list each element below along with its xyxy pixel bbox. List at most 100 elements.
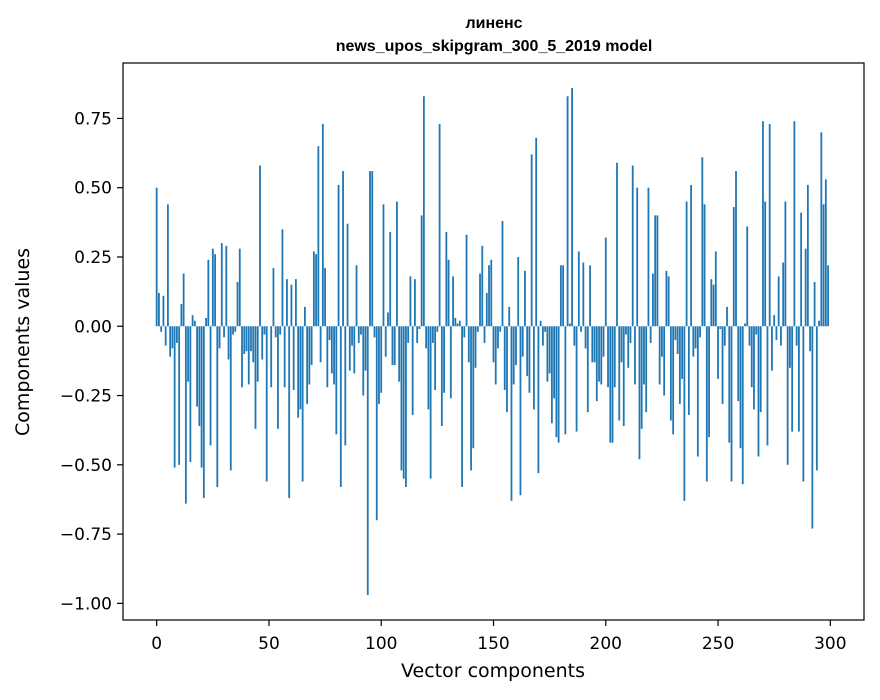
bar-186 [573, 326, 575, 345]
bar-189 [580, 326, 582, 332]
bar-34 [232, 326, 234, 334]
chart-title-line2: news_upos_skipgram_300_5_2019 model [336, 38, 653, 55]
x-tick-label-0: 0 [151, 634, 162, 654]
bar-119 [423, 96, 425, 326]
bar-238 [690, 185, 692, 326]
bar-290 [807, 185, 809, 326]
bar-216 [641, 326, 643, 429]
bar-184 [569, 323, 571, 326]
bar-233 [679, 326, 681, 404]
y-tick-label-0: 0.75 [74, 109, 112, 129]
bar-149 [490, 260, 492, 327]
bar-1 [158, 293, 160, 326]
bar-115 [414, 279, 416, 326]
bar-293 [814, 282, 816, 326]
bar-77 [329, 326, 331, 340]
bar-142 [475, 326, 477, 368]
bar-173 [544, 326, 546, 332]
bar-24 [210, 326, 212, 445]
bar-287 [800, 213, 802, 327]
bar-175 [549, 326, 551, 373]
bar-16 [192, 315, 194, 326]
bar-151 [495, 326, 497, 384]
bar-227 [666, 271, 668, 326]
bar-262 [744, 323, 746, 326]
bar-39 [243, 326, 245, 354]
bar-70 [313, 251, 315, 326]
bar-181 [562, 265, 564, 326]
bar-256 [731, 326, 733, 481]
bar-261 [742, 326, 744, 484]
bar-3 [163, 296, 165, 326]
bar-166 [529, 326, 531, 393]
bar-68 [308, 326, 310, 384]
bar-51 [270, 326, 272, 387]
bar-78 [331, 326, 333, 373]
bar-258 [735, 171, 737, 326]
bar-9 [176, 326, 178, 343]
bar-109 [401, 326, 403, 470]
bar-228 [668, 276, 670, 326]
bar-275 [773, 315, 775, 326]
bar-137 [463, 326, 465, 337]
bar-215 [639, 326, 641, 459]
bar-281 [787, 326, 789, 465]
bar-25 [212, 249, 214, 327]
bar-0 [156, 188, 158, 327]
x-tick-label-5: 250 [702, 634, 734, 654]
bar-210 [627, 326, 629, 368]
bar-30 [223, 326, 225, 337]
bar-126 [439, 124, 441, 326]
bar-14 [187, 326, 189, 381]
bar-266 [753, 326, 755, 409]
bar-277 [778, 276, 780, 326]
bar-4 [165, 326, 167, 345]
y-axis-label: Components values [12, 248, 34, 436]
bar-97 [374, 326, 376, 337]
y-tick-label-2: 0.25 [74, 248, 112, 268]
bar-183 [567, 96, 569, 326]
bar-35 [234, 326, 236, 332]
bar-209 [625, 326, 627, 334]
bar-224 [659, 326, 661, 384]
bar-102 [385, 326, 387, 356]
bar-236 [686, 202, 688, 327]
bar-223 [657, 215, 659, 326]
bar-243 [701, 157, 703, 326]
bar-36 [237, 282, 239, 326]
bar-29 [221, 243, 223, 326]
bar-127 [441, 326, 443, 426]
bar-159 [513, 326, 515, 384]
bar-85 [347, 224, 349, 327]
bar-196 [596, 326, 598, 401]
bar-61 [293, 326, 295, 390]
bar-276 [776, 326, 778, 340]
bar-45 [257, 326, 259, 381]
bar-229 [670, 326, 672, 420]
bar-91 [360, 326, 362, 334]
bar-27 [216, 326, 218, 487]
bar-7 [172, 326, 174, 348]
bar-81 [338, 185, 340, 326]
bar-241 [697, 326, 699, 456]
bar-285 [796, 326, 798, 345]
bar-254 [726, 307, 728, 326]
bar-31 [225, 246, 227, 326]
bar-158 [511, 326, 513, 501]
bar-130 [448, 260, 450, 327]
bar-124 [434, 326, 436, 390]
bar-272 [767, 326, 769, 445]
bar-231 [674, 326, 676, 340]
bar-284 [793, 121, 795, 326]
bar-23 [207, 260, 209, 327]
bar-226 [663, 326, 665, 395]
bar-103 [387, 312, 389, 326]
bar-165 [526, 326, 528, 376]
bar-255 [728, 326, 730, 442]
bar-93 [365, 326, 367, 370]
bar-98 [376, 326, 378, 520]
bar-248 [713, 285, 715, 327]
bar-152 [497, 326, 499, 348]
bar-179 [558, 326, 560, 442]
